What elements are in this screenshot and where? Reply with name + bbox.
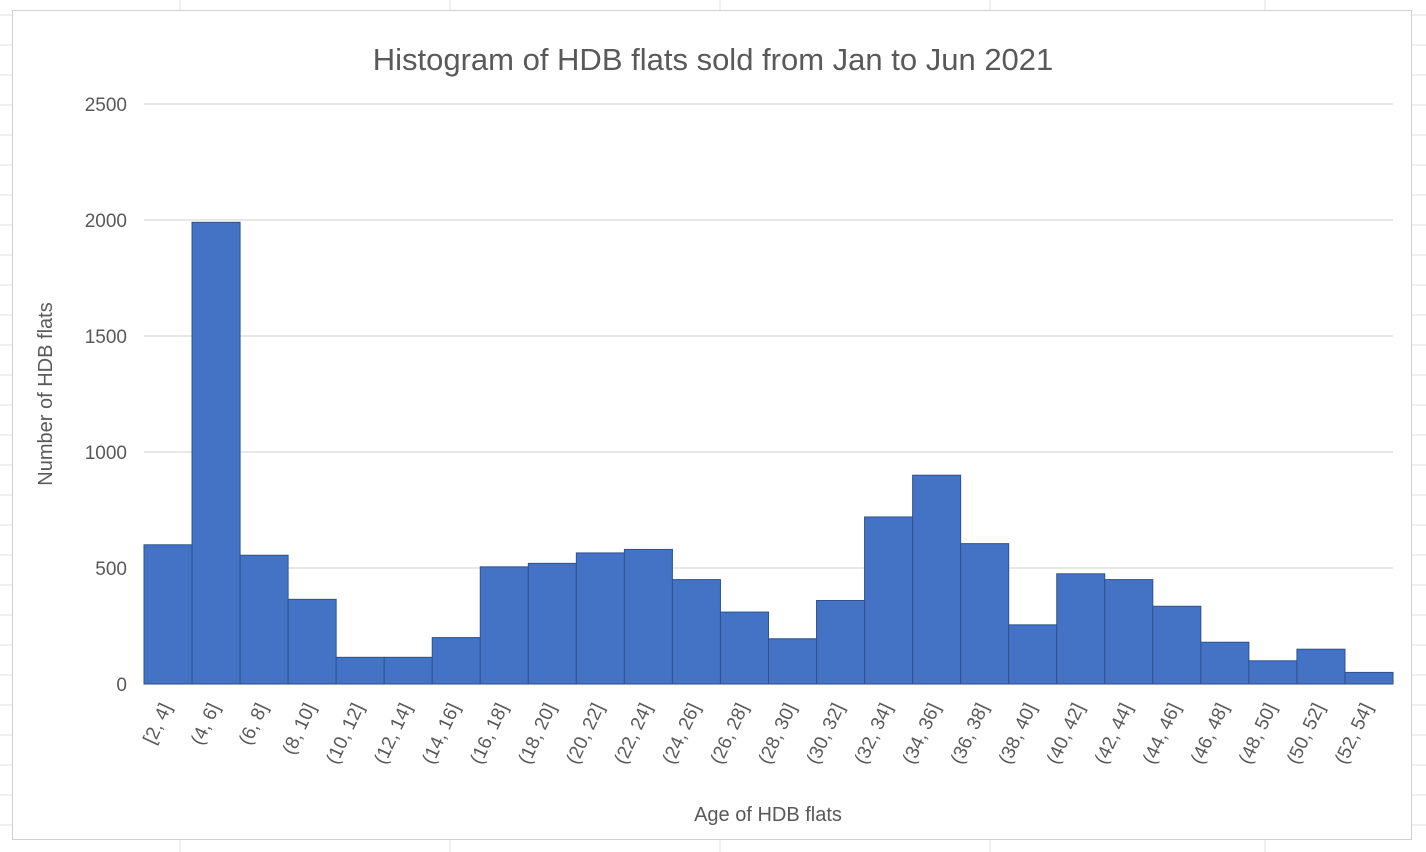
histogram-bar xyxy=(287,598,337,685)
histogram-bar xyxy=(383,656,433,685)
x-tick-label: (14, 16] xyxy=(419,700,465,767)
histogram-bar xyxy=(191,221,241,685)
histogram-bar xyxy=(1296,648,1346,685)
x-tick-label: (28, 30] xyxy=(755,700,801,767)
histogram-bar xyxy=(912,474,962,685)
x-tick-labels: [2, 4] (4, 6] (6, 8] (8, 10] (10, 12] (12, 14… xyxy=(140,700,1378,767)
x-tick-label: [2, 4] xyxy=(140,700,177,747)
y-tick-label: 1000 xyxy=(85,443,127,464)
x-tick-label: (32, 34] xyxy=(851,700,897,767)
y-tick-label: 2500 xyxy=(85,95,127,116)
x-tick-label: (34, 36] xyxy=(899,700,945,767)
histogram-bar xyxy=(479,566,529,685)
x-tick-label: (26, 28] xyxy=(707,700,753,767)
histogram-bar xyxy=(1200,641,1250,685)
x-tick-label: (42, 44] xyxy=(1091,700,1137,767)
x-tick-label: (10, 12] xyxy=(322,700,368,767)
x-tick-label: (30, 32] xyxy=(803,700,849,767)
x-tick-label: (48, 50] xyxy=(1235,700,1281,767)
y-tick-labels: 0 500 1000 1500 2000 2500 xyxy=(85,95,127,696)
histogram-bar xyxy=(1248,660,1298,685)
histogram-bar xyxy=(768,638,818,685)
x-tick-label: (4, 6] xyxy=(187,700,224,748)
y-tick-label: 2000 xyxy=(85,211,127,232)
y-tick-label: 1500 xyxy=(85,327,127,348)
y-axis-title: Number of HDB flats xyxy=(35,302,57,485)
histogram-bar xyxy=(527,562,577,685)
x-tick-label: (38, 40] xyxy=(995,700,1041,767)
chart-title: Histogram of HDB flats sold from Jan to … xyxy=(373,42,1054,77)
x-tick-label: (50, 52] xyxy=(1283,700,1329,767)
x-tick-label: (6, 8] xyxy=(235,700,272,748)
histogram-bar xyxy=(575,552,625,685)
gridlines xyxy=(144,103,1393,685)
histogram-bar xyxy=(1344,671,1394,685)
y-tick-label: 500 xyxy=(95,559,127,580)
x-axis-title: Age of HDB flats xyxy=(694,804,842,826)
histogram-bar xyxy=(816,599,866,685)
histogram-bar xyxy=(335,656,385,685)
bars xyxy=(143,221,1394,685)
x-tick-label: (36, 38] xyxy=(947,700,993,767)
x-tick-label: (22, 24] xyxy=(611,700,657,767)
histogram-bar xyxy=(1104,579,1154,685)
histogram-bar xyxy=(1152,605,1202,685)
histogram-bar xyxy=(143,544,193,685)
x-tick-label: (46, 48] xyxy=(1187,700,1233,767)
x-tick-label: (18, 20] xyxy=(515,700,561,767)
histogram-bar xyxy=(623,548,673,685)
x-tick-label: (24, 26] xyxy=(659,700,705,767)
chart-area[interactable] xyxy=(12,10,1412,840)
x-tick-label: (52, 54] xyxy=(1331,700,1377,767)
y-tick-label: 0 xyxy=(116,675,127,696)
histogram-bar xyxy=(1008,624,1058,685)
histogram-bar xyxy=(960,543,1010,685)
x-tick-label: (8, 10] xyxy=(279,700,321,758)
x-tick-label: (40, 42] xyxy=(1043,700,1089,767)
histogram-bar xyxy=(1056,573,1106,685)
histogram-bar xyxy=(864,516,914,685)
x-tick-label: (16, 18] xyxy=(467,700,513,767)
x-tick-label: (44, 46] xyxy=(1139,700,1185,767)
histogram-bar xyxy=(719,611,770,685)
histogram-bar xyxy=(431,637,481,685)
histogram-bar xyxy=(239,554,289,685)
x-tick-label: (20, 22] xyxy=(563,700,609,767)
histogram-bar xyxy=(671,579,721,685)
x-tick-label: (12, 14] xyxy=(370,700,416,767)
